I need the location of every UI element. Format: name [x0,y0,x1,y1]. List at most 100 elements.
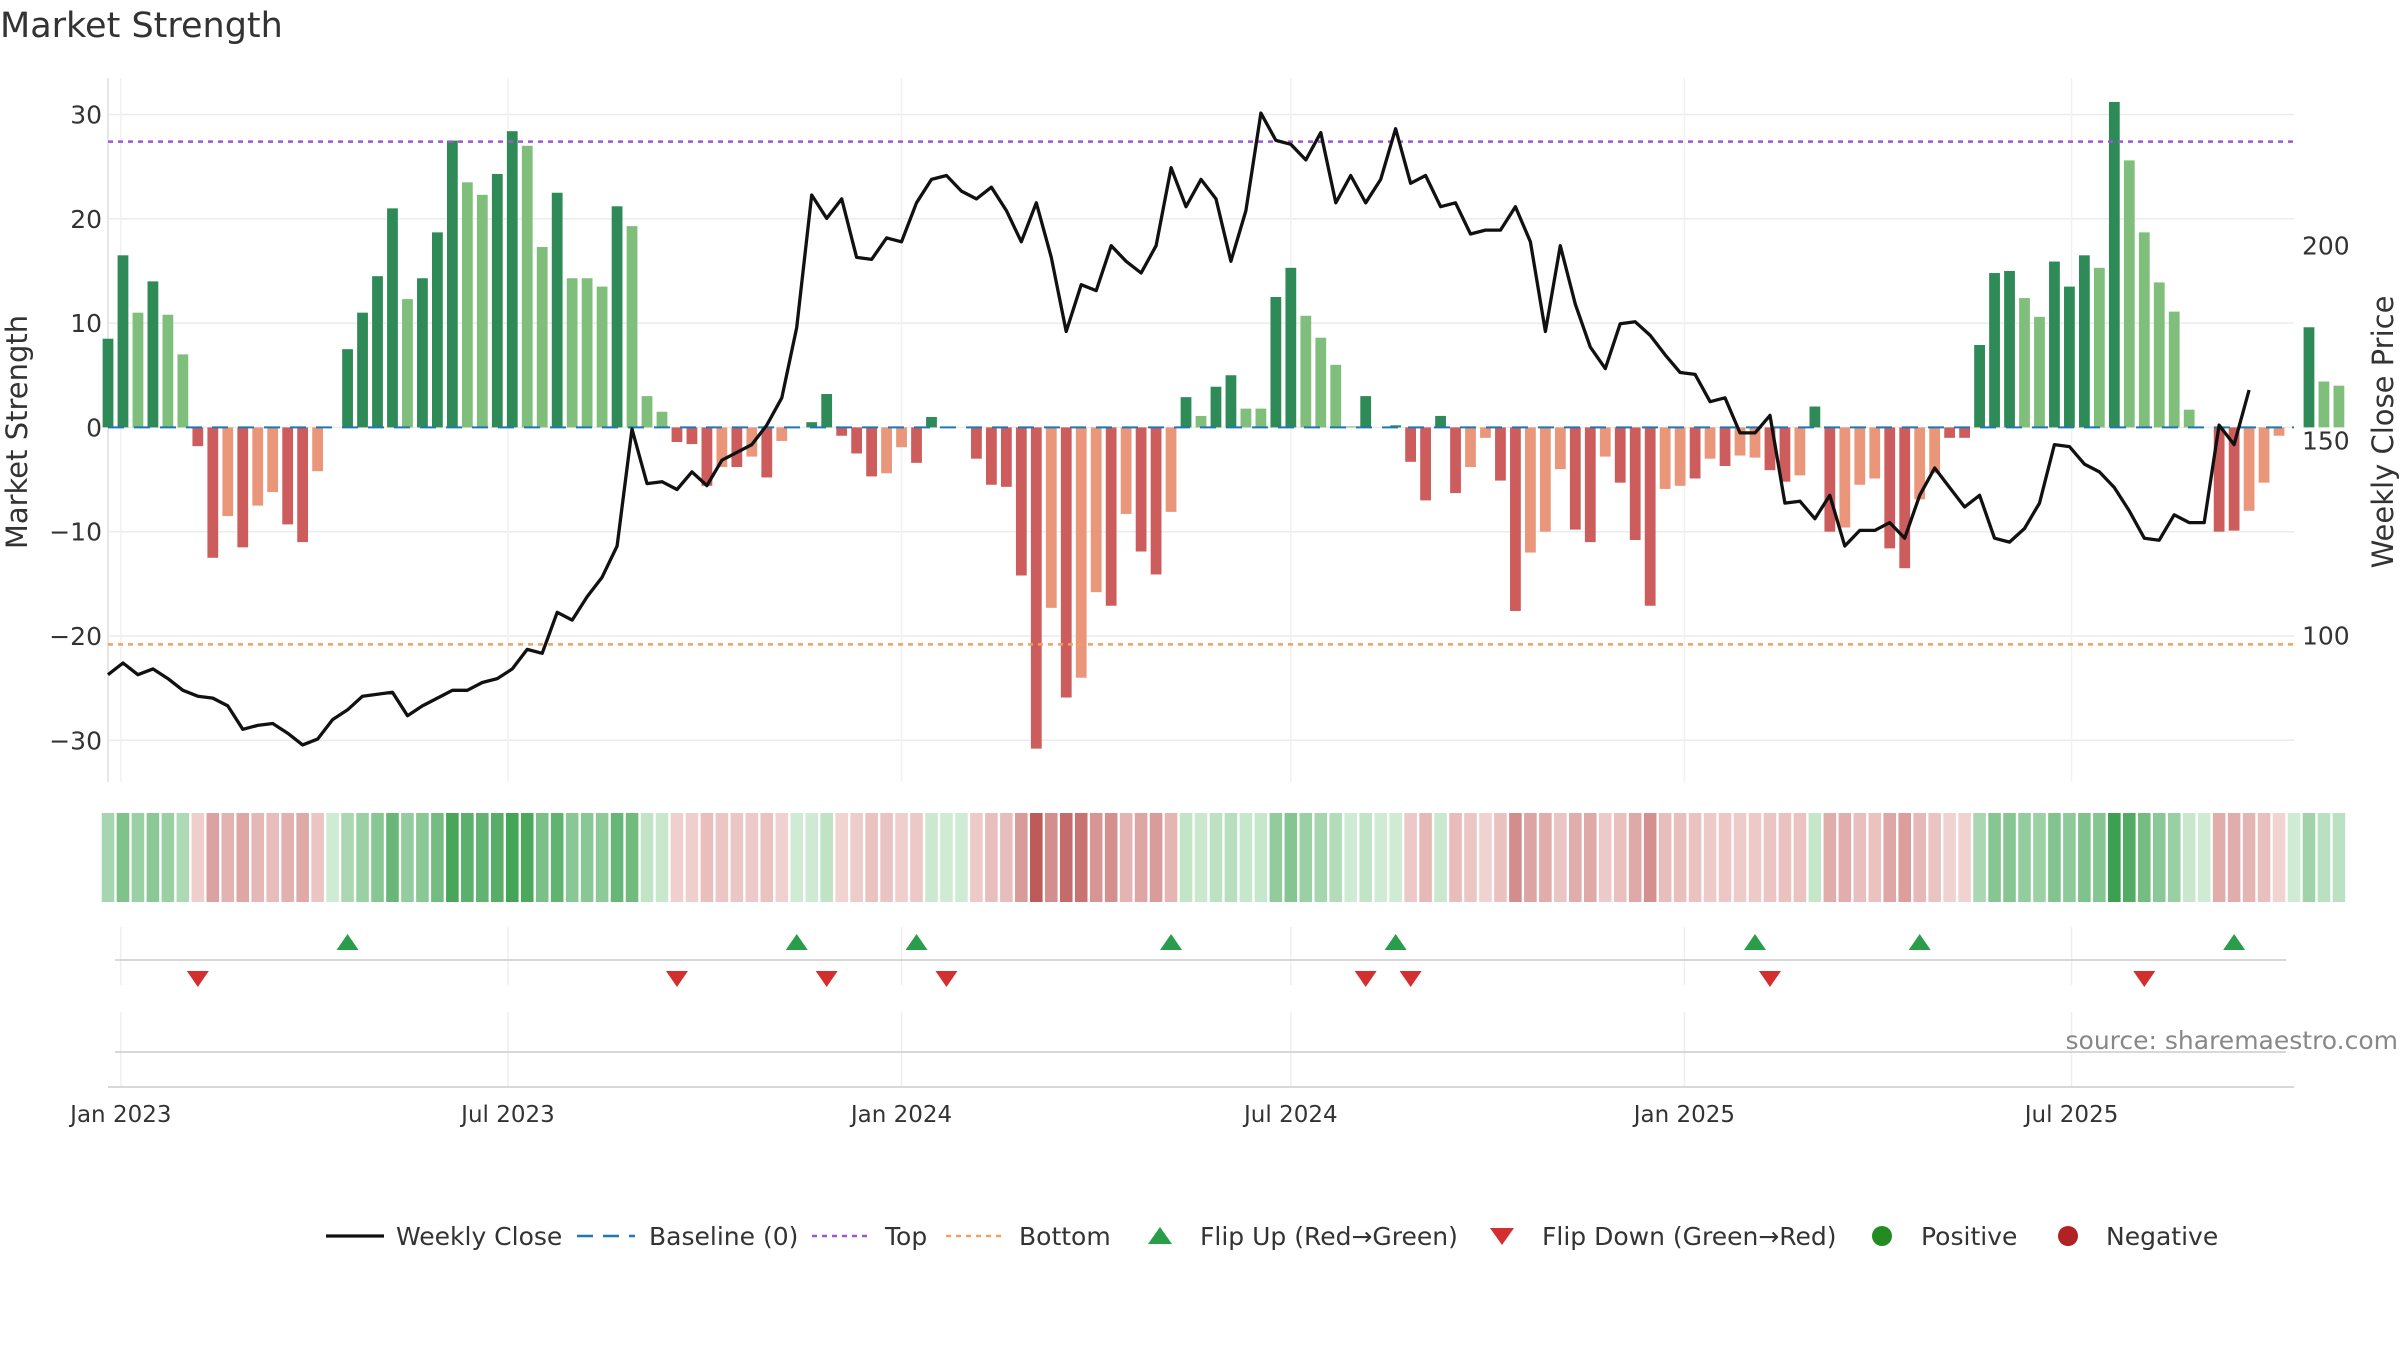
legend-label: Flip Down (Green→Red) [1542,1222,1837,1251]
strength-bar [2183,409,2195,428]
strength-bar [102,338,114,428]
strength-bar [911,427,922,463]
heat-cell [1718,813,1732,902]
strength-bar [417,278,428,428]
heat-cell [1434,813,1447,902]
legend-label: Flip Up (Red→Green) [1200,1222,1458,1251]
strength-bar [596,286,608,428]
heat-cell [955,813,968,902]
heat-cell [1000,813,1013,902]
heat-cell [1134,813,1148,902]
strength-bar [402,299,413,428]
heat-cell [640,813,654,902]
reference-lines [108,140,2294,646]
heat-cell [1449,813,1462,902]
flip-down-marker [1399,971,1422,987]
strength-bar [626,226,638,428]
legend-label: Bottom [1019,1222,1111,1251]
heat-cell [2018,813,2031,902]
flip-down-marker [665,971,688,987]
heat-cell [1179,813,1193,902]
heat-cell [281,813,294,902]
strength-bar [267,427,279,493]
y-tick-label-left: 20 [70,205,102,234]
heat-cell [101,813,115,902]
heat-cell [1778,813,1792,902]
heat-cell [1044,813,1058,902]
heat-cell [1509,813,1522,902]
heat-cell [895,813,908,902]
heat-cell [1569,813,1582,902]
strength-bar [1959,427,1970,438]
legend-swatch-negative [2058,1226,2078,1246]
left-axis-label: Market Strength [0,315,34,549]
strength-bar [237,427,249,548]
strength-bar [1599,427,1611,457]
strength-bar [2049,261,2060,428]
chart-title: Market Strength [0,6,283,46]
heat-cell [1149,813,1163,902]
heat-cell [446,813,459,902]
strength-bar [2004,270,2015,428]
heat-cell [625,813,639,902]
strength-bar [1989,273,2000,428]
heat-cell [1763,813,1777,902]
heat-cell [2123,813,2136,902]
flip-markers-panel [115,927,2286,987]
heat-cell [386,813,399,902]
heat-cell [655,813,669,902]
strength-bar [2123,160,2135,428]
heat-cell [2137,813,2151,902]
heat-cell [1419,813,1432,902]
strength-bar [1704,427,1716,459]
heat-cell [1494,813,1507,902]
strength-bar [342,349,353,428]
strength-bar [985,427,997,485]
strength-bar [1749,427,1761,458]
heat-cell [2257,813,2271,902]
strength-bar [1629,427,1641,541]
heat-cell [1404,813,1417,902]
strength-bar [2333,385,2345,428]
strength-bar [2064,286,2075,428]
heat-cell [461,813,474,902]
strength-bar [1120,427,1132,514]
strength-bar [1255,408,1267,428]
strength-bar [851,427,863,454]
heat-cell [1164,813,1178,902]
heat-cell [1583,813,1597,902]
heat-cell [1703,813,1717,902]
strength-bar [1390,425,1402,428]
flip-down-marker [1354,971,1377,987]
legend-label: Weekly Close [396,1222,562,1251]
strength-bar [881,427,892,474]
strength-bar [1644,427,1656,606]
heat-cell [805,813,819,902]
strength-bar [1285,267,1297,428]
strength-bar [2138,232,2150,428]
strength-bar [132,312,144,428]
strength-bar [252,427,264,506]
heat-cell [251,813,265,902]
heat-cell [760,813,774,902]
heat-cell [1074,813,1088,902]
strength-bar [686,427,698,445]
heat-cell [700,813,714,902]
flip-up-marker [905,934,928,950]
strength-bar [117,255,129,428]
heat-cell [2152,813,2166,902]
heat-cell [835,813,848,902]
heat-cell [2167,813,2181,902]
heat-cell [910,813,923,902]
strength-bar [1330,364,1342,428]
heat-cell [176,813,190,902]
heat-cell [730,813,744,902]
heat-cell [1868,813,1882,902]
strength-bar [1914,427,1926,500]
flip-up-marker [1160,934,1183,950]
heat-cell [550,813,564,902]
strength-bar [432,232,443,428]
strength-bar [611,206,623,428]
strength-bar [1225,375,1237,428]
